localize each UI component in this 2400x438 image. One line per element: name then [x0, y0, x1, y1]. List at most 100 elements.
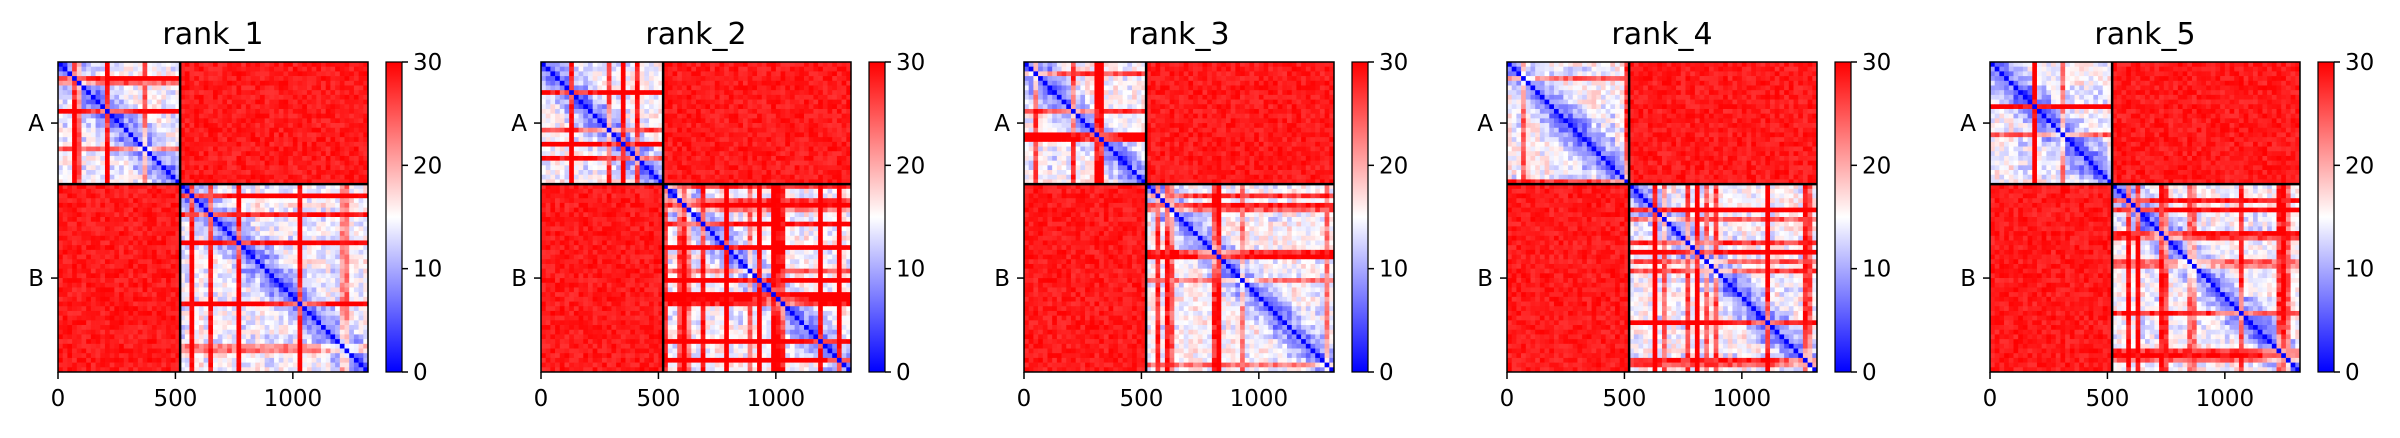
heatmap-cell — [795, 100, 800, 105]
heatmap-cell — [349, 222, 354, 227]
heatmap-cell — [719, 62, 724, 67]
heatmap-cell — [91, 208, 96, 213]
heatmap-cell — [255, 353, 260, 358]
heatmap-cell — [274, 287, 279, 292]
heatmap-cell — [255, 142, 260, 147]
heatmap-cell — [823, 62, 828, 67]
heatmap-cell — [316, 316, 321, 321]
heatmap-cell — [86, 226, 91, 231]
heatmap-cell — [265, 339, 270, 344]
heatmap-cell — [345, 147, 350, 152]
heatmap-cell — [279, 283, 284, 288]
heatmap-cell — [147, 67, 152, 72]
heatmap-cell — [185, 123, 190, 128]
heatmap-cell — [67, 161, 72, 166]
heatmap-cell — [114, 292, 119, 297]
heatmap-cell — [354, 62, 359, 67]
heatmap-cell — [293, 147, 298, 152]
heatmap-cell — [67, 217, 72, 222]
heatmap-cell — [157, 231, 162, 236]
heatmap-cell — [330, 189, 335, 194]
heatmap-cell — [330, 114, 335, 119]
heatmap-cell — [818, 62, 823, 67]
heatmap-cell — [232, 349, 237, 354]
heatmap-cell — [298, 259, 303, 264]
heatmap-cell — [255, 100, 260, 105]
heatmap-cell — [265, 226, 270, 231]
heatmap-cell — [312, 278, 317, 283]
heatmap-cell — [771, 76, 776, 81]
heatmap-cell — [236, 231, 241, 236]
heatmap-cell — [265, 325, 270, 330]
heatmap-cell — [321, 132, 326, 137]
heatmap-cell — [114, 62, 119, 67]
heatmap-cell — [269, 325, 274, 330]
heatmap-cell — [67, 189, 72, 194]
heatmap-cell — [227, 85, 232, 90]
heatmap-cell — [63, 316, 68, 321]
heatmap-cell — [185, 137, 190, 142]
heatmap-cell — [316, 226, 321, 231]
colorbar — [386, 62, 402, 372]
heatmap-cell — [114, 142, 119, 147]
heatmap-cell — [161, 255, 166, 260]
heatmap-cell — [161, 71, 166, 76]
heatmap-cell — [354, 334, 359, 339]
heatmap-cell — [550, 71, 555, 76]
heatmap-cell — [330, 151, 335, 156]
heatmap-cell — [152, 273, 157, 278]
heatmap-cell — [321, 71, 326, 76]
heatmap-cell — [166, 297, 171, 302]
heatmap-cell — [138, 151, 143, 156]
heatmap-cell — [119, 240, 124, 245]
heatmap-cell — [171, 292, 176, 297]
heatmap-cell — [100, 344, 105, 349]
heatmap-cell — [550, 67, 555, 72]
heatmap-cell — [345, 325, 350, 330]
heatmap-cell — [185, 259, 190, 264]
heatmap-cell — [58, 71, 63, 76]
heatmap-cell — [269, 264, 274, 269]
heatmap-cell — [316, 161, 321, 166]
heatmap-cell — [152, 334, 157, 339]
heatmap-cell — [288, 363, 293, 368]
heatmap-cell — [194, 334, 199, 339]
heatmap-cell — [213, 67, 218, 72]
heatmap-cell — [119, 194, 124, 199]
heatmap-cell — [96, 189, 101, 194]
heatmap-cell — [218, 85, 223, 90]
heatmap-cell — [316, 132, 321, 137]
heatmap-cell — [321, 297, 326, 302]
heatmap-cell — [147, 142, 152, 147]
heatmap-cell — [67, 353, 72, 358]
heatmap-cell — [67, 231, 72, 236]
heatmap-cell — [738, 76, 743, 81]
heatmap-cell — [345, 226, 350, 231]
heatmap-cell — [283, 142, 288, 147]
heatmap-cell — [77, 104, 82, 109]
heatmap-cell — [128, 349, 133, 354]
heatmap-cell — [293, 358, 298, 363]
heatmap-cell — [335, 165, 340, 170]
heatmap-cell — [293, 198, 298, 203]
heatmap-cell — [161, 240, 166, 245]
heatmap-cell — [321, 67, 326, 72]
heatmap-cell — [166, 259, 171, 264]
heatmap-cell — [157, 358, 162, 363]
heatmap-cell — [349, 123, 354, 128]
heatmap-cell — [274, 165, 279, 170]
heatmap-cell — [58, 170, 63, 175]
heatmap-cell — [236, 212, 241, 217]
heatmap-cell — [330, 311, 335, 316]
heatmap-cell — [340, 255, 345, 260]
heatmap-cell — [208, 330, 213, 335]
heatmap-cell — [171, 353, 176, 358]
heatmap-cell — [86, 236, 91, 241]
heatmap-cell — [269, 358, 274, 363]
heatmap-cell — [166, 212, 171, 217]
heatmap-cell — [260, 353, 265, 358]
heatmap-cell — [199, 104, 204, 109]
heatmap-cell — [100, 250, 105, 255]
heatmap-cell — [222, 90, 227, 95]
heatmap-cell — [330, 363, 335, 368]
